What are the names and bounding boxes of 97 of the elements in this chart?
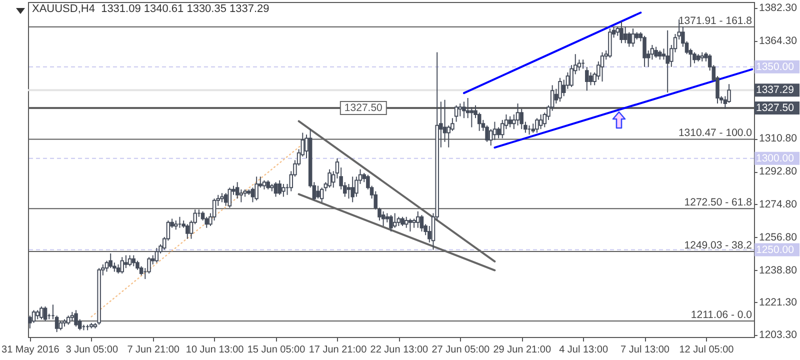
candlestick xyxy=(266,180,270,190)
candlestick xyxy=(70,311,74,322)
y-tick-label: 1221.30 xyxy=(759,296,798,308)
candlestick xyxy=(108,252,112,269)
candlestick xyxy=(588,72,593,86)
ref-line-label: 1310.47 - 100.0 xyxy=(678,127,752,140)
candlestick xyxy=(224,192,228,206)
candlestick xyxy=(462,101,466,119)
candlestick xyxy=(254,176,258,201)
x-tick-label: 27 Jun 05:00 xyxy=(432,344,490,356)
candlestick xyxy=(36,310,40,320)
candlestick xyxy=(132,254,136,267)
candlestick xyxy=(174,220,178,230)
candlestick xyxy=(389,214,393,232)
x-tick-label: 22 Jun 13:00 xyxy=(370,344,429,356)
candlestick xyxy=(585,66,589,92)
candlestick xyxy=(658,50,662,60)
candlestick xyxy=(416,210,420,228)
ref-line-label: 1211.06 - 0.0 xyxy=(690,308,752,321)
candlestick xyxy=(220,192,224,203)
x-tick-label: 17 Jun 21:00 xyxy=(308,344,368,356)
x-tick-label: 4 Jul 13:00 xyxy=(559,344,608,356)
candlestick xyxy=(420,214,424,232)
candlestick xyxy=(408,218,412,232)
candlestick xyxy=(538,114,543,130)
candlestick xyxy=(400,216,404,227)
candlestick xyxy=(346,183,351,200)
candlestick xyxy=(350,176,354,203)
candlestick xyxy=(466,98,470,119)
x-tick-label: 3 Jun 05:00 xyxy=(66,344,118,356)
candlestick xyxy=(239,188,244,203)
candlestick xyxy=(128,254,132,267)
candlestick xyxy=(316,185,320,200)
candlestick xyxy=(381,210,386,227)
candlestick xyxy=(328,168,332,188)
candlestick xyxy=(508,116,512,128)
x-tick-label: 29 Jun 21:00 xyxy=(493,344,552,356)
candlestick xyxy=(124,254,128,269)
candlestick xyxy=(228,187,232,208)
candlestick xyxy=(262,180,266,190)
y-tick-label: 1256.80 xyxy=(759,231,798,244)
candlestick xyxy=(186,224,190,240)
x-tick-label: 15 Jun 05:00 xyxy=(247,344,306,356)
x-tick-label: 7 Jun 21:00 xyxy=(127,344,180,356)
candlestick xyxy=(282,183,286,198)
candlestick xyxy=(516,102,520,126)
candlestick xyxy=(116,264,120,274)
y-tick-label: 1310.80 xyxy=(759,132,798,145)
candlestick xyxy=(608,28,612,58)
candlestick xyxy=(58,320,63,331)
candlestick xyxy=(623,26,628,44)
y-tick-label: 1292.80 xyxy=(759,166,798,178)
y-tick-label: 1238.80 xyxy=(759,264,798,276)
candlestick xyxy=(274,182,278,198)
ref-line-label: 1272.50 - 61.8 xyxy=(684,196,752,209)
ref-line-label: 1337.29 xyxy=(756,84,794,96)
y-tick-label: 1364.30 xyxy=(759,34,798,47)
chart-title: XAUUSD,H4 1331.09 1340.61 1330.35 1337.29 xyxy=(32,3,270,15)
candlestick xyxy=(600,52,604,82)
candlestick xyxy=(154,247,159,264)
candlestick xyxy=(535,118,539,134)
candlestick xyxy=(235,182,240,200)
candlestick xyxy=(558,77,562,102)
candlestick xyxy=(692,52,696,64)
candlestick xyxy=(404,216,408,228)
candlestick xyxy=(700,52,704,62)
candlestick xyxy=(458,102,462,117)
candlestick xyxy=(278,180,282,196)
y-tick-label: 1203.30 xyxy=(759,329,798,342)
y-tick-label: 1382.30 xyxy=(759,2,798,14)
candlestick xyxy=(66,315,70,326)
candlestick xyxy=(43,306,48,322)
candlestick xyxy=(250,187,255,203)
x-tick-label: 10 Jun 13:00 xyxy=(186,344,244,356)
x-tick-label: 12 Jul 05:00 xyxy=(679,344,734,356)
candlestick xyxy=(396,216,401,227)
candlestick xyxy=(642,35,646,68)
candlestick xyxy=(40,306,44,320)
x-tick-label: 31 May 2016 xyxy=(2,344,60,356)
candlestick xyxy=(616,26,620,36)
y-tick-label: 1274.80 xyxy=(759,198,798,210)
candlestick xyxy=(412,218,416,228)
candlestick xyxy=(392,212,397,228)
candlestick xyxy=(654,46,658,58)
annotation: 1327.50 xyxy=(344,102,383,114)
candlestick xyxy=(120,256,124,274)
ref-line-label: 1327.50 xyxy=(756,102,794,114)
candlestick xyxy=(496,126,500,139)
ref-line-label: 1371.91 - 161.8 xyxy=(678,14,752,27)
x-tick-label: 7 Jul 13:00 xyxy=(620,344,670,356)
candlestick xyxy=(666,30,670,94)
ref-line-label: 1249.03 - 38.2 xyxy=(684,240,752,252)
candlestick xyxy=(74,310,78,328)
candlestick xyxy=(470,106,474,128)
candlestick xyxy=(631,28,635,48)
candlestick xyxy=(620,20,624,44)
candlestick xyxy=(454,104,458,122)
